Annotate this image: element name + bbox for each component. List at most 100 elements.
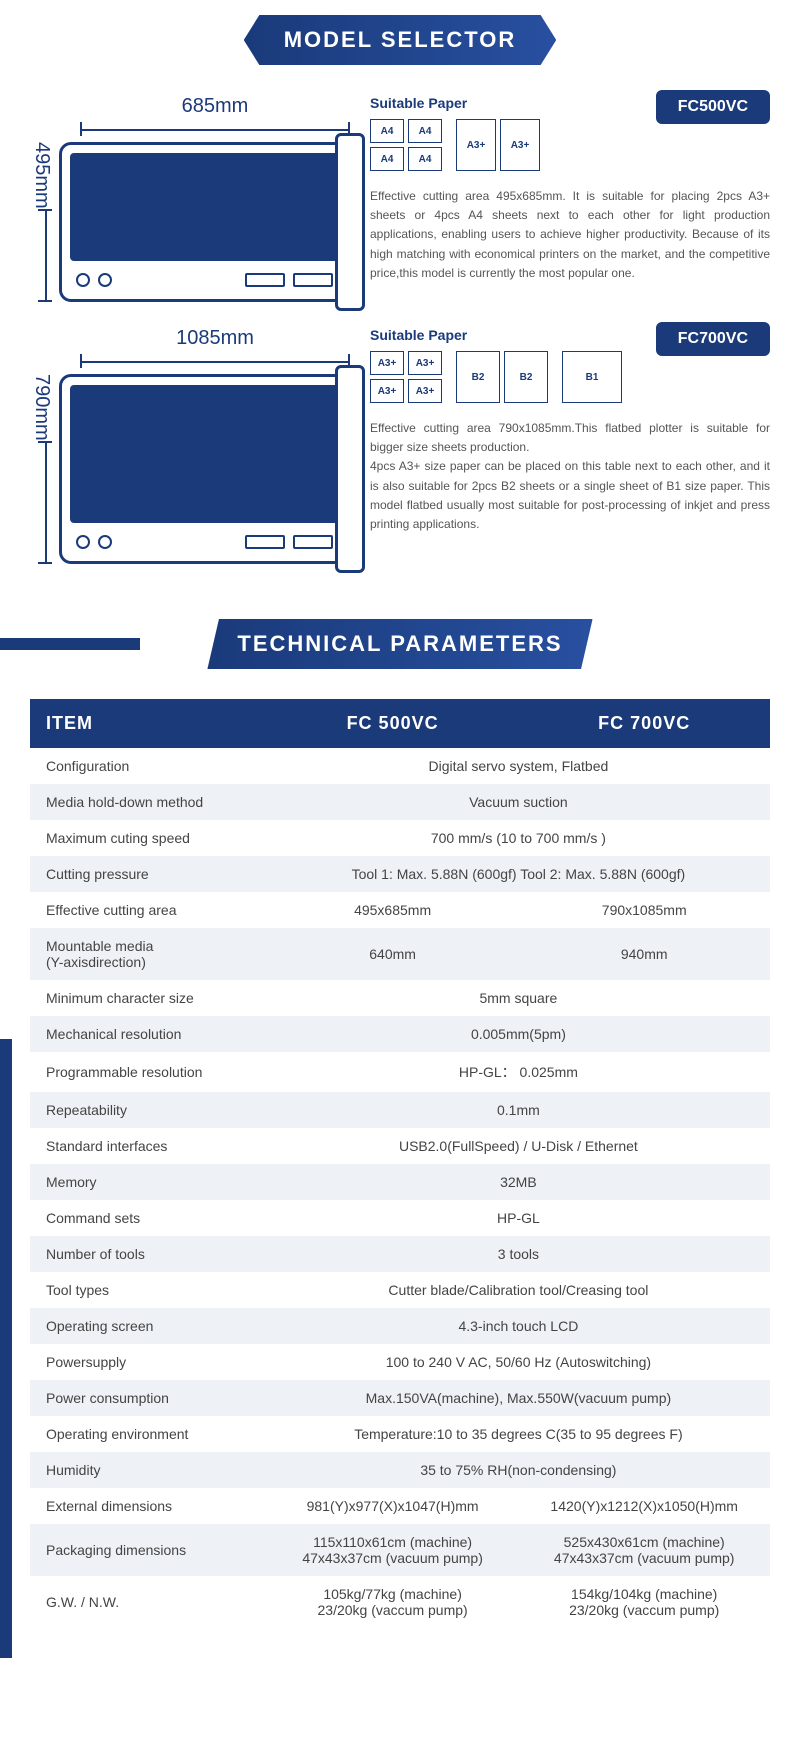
device-screen	[70, 385, 339, 523]
tech-params-banner: TECHNICAL PARAMETERS	[207, 619, 592, 669]
dim-bar-h	[80, 122, 350, 136]
spec-table: ITEM FC 500VC FC 700VC ConfigurationDigi…	[30, 699, 770, 1628]
ctrl-rect	[293, 535, 333, 549]
row-value-merged: USB2.0(FullSpeed) / U-Disk / Ethernet	[267, 1128, 770, 1164]
row-value-merged: 32MB	[267, 1164, 770, 1200]
row-value-merged: 700 mm/s (10 to 700 mm/s )	[267, 820, 770, 856]
paper-cell: A3+	[370, 351, 404, 375]
row-value-b: 790x1085mm	[518, 892, 770, 928]
paper-cell: B2	[504, 351, 548, 403]
row-label: Maximum cuting speed	[30, 820, 267, 856]
table-row: Minimum character size5mm square	[30, 980, 770, 1016]
row-value-merged: 0.005mm(5pm)	[267, 1016, 770, 1052]
paper-cell: B1	[562, 351, 622, 403]
paper-cell: A3+	[500, 119, 540, 171]
model-desc: Effective cutting area 495x685mm. It is …	[370, 187, 770, 283]
paper-cell: A3+	[408, 379, 442, 403]
row-label: Effective cutting area	[30, 892, 267, 928]
ctrl-circle	[76, 535, 90, 549]
row-value-merged: HP-GL： 0.025mm	[267, 1052, 770, 1092]
row-label: Configuration	[30, 748, 267, 784]
dim-left: 495mm	[30, 142, 53, 302]
table-row: Repeatability0.1mm	[30, 1092, 770, 1128]
table-row: Standard interfacesUSB2.0(FullSpeed) / U…	[30, 1128, 770, 1164]
row-label: Mechanical resolution	[30, 1016, 267, 1052]
row-value-merged: HP-GL	[267, 1200, 770, 1236]
th-fc500: FC 500VC	[267, 699, 519, 748]
paper-cell: B2	[456, 351, 500, 403]
paper-cell: A4	[370, 119, 404, 143]
info-col: FC500VCSuitable PaperA4A4A4A4A3+A3+Effec…	[370, 95, 770, 302]
table-row: Tool typesCutter blade/Calibration tool/…	[30, 1272, 770, 1308]
table-row: Programmable resolutionHP-GL： 0.025mm	[30, 1052, 770, 1092]
ctrl-rect	[245, 273, 285, 287]
table-row: Operating environmentTemperature:10 to 3…	[30, 1416, 770, 1452]
row-value-merged: Tool 1: Max. 5.88N (600gf) Tool 2: Max. …	[267, 856, 770, 892]
paper-cell: A3+	[456, 119, 496, 171]
row-value-merged: Max.150VA(machine), Max.550W(vacuum pump…	[267, 1380, 770, 1416]
dim-width: 1085mm	[80, 327, 350, 350]
paper-group: A3+A3+A3+A3+	[370, 351, 442, 403]
row-value-merged: 35 to 75% RH(non-condensing)	[267, 1452, 770, 1488]
dim-left: 790mm	[30, 374, 53, 564]
ctrl-rect	[293, 273, 333, 287]
paper-group: A3+A3+	[456, 119, 540, 171]
row-label: Operating screen	[30, 1308, 267, 1344]
table-wrap: ITEM FC 500VC FC 700VC ConfigurationDigi…	[0, 699, 800, 1658]
row-value-b: 154kg/104kg (machine) 23/20kg (vaccum pu…	[518, 1576, 770, 1628]
row-value-merged: Digital servo system, Flatbed	[267, 748, 770, 784]
device-screen	[70, 153, 339, 261]
row-label: Standard interfaces	[30, 1128, 267, 1164]
ctrl-circle	[76, 273, 90, 287]
table-row: Maximum cuting speed700 mm/s (10 to 700 …	[30, 820, 770, 856]
ctrl-rect	[245, 535, 285, 549]
row-value-merged: 3 tools	[267, 1236, 770, 1272]
row-value-merged: 0.1mm	[267, 1092, 770, 1128]
table-row: Packaging dimensions115x110x61cm (machin…	[30, 1524, 770, 1576]
row-label: External dimensions	[30, 1488, 267, 1524]
table-row: Number of tools3 tools	[30, 1236, 770, 1272]
paper-group: B2B2	[456, 351, 548, 403]
row-value-a: 640mm	[267, 928, 519, 980]
table-row: Power consumptionMax.150VA(machine), Max…	[30, 1380, 770, 1416]
row-label: Tool types	[30, 1272, 267, 1308]
paper-group: A4A4A4A4	[370, 119, 442, 171]
table-row: Mountable media (Y-axisdirection)640mm94…	[30, 928, 770, 980]
model-row: 1085mm790mmFC700VCSuitable PaperA3+A3+A3…	[0, 327, 800, 589]
row-value-merged: Vacuum suction	[267, 784, 770, 820]
table-row: Humidity35 to 75% RH(non-condensing)	[30, 1452, 770, 1488]
paper-cell: A4	[408, 119, 442, 143]
side-strip	[0, 1039, 12, 1658]
ctrl-circle	[98, 273, 112, 287]
row-value-merged: 5mm square	[267, 980, 770, 1016]
model-row: 685mm495mmFC500VCSuitable PaperA4A4A4A4A…	[0, 95, 800, 327]
table-row: Effective cutting area495x685mm790x1085m…	[30, 892, 770, 928]
table-row: ConfigurationDigital servo system, Flatb…	[30, 748, 770, 784]
paper-cell: A4	[370, 147, 404, 171]
row-label: Powersupply	[30, 1344, 267, 1380]
paper-groups: A3+A3+A3+A3+ B2B2 B1	[370, 351, 770, 403]
paper-cell: A4	[408, 147, 442, 171]
row-label: Humidity	[30, 1452, 267, 1488]
table-row: Cutting pressureTool 1: Max. 5.88N (600g…	[30, 856, 770, 892]
paper-group: B1	[562, 351, 622, 403]
dim-height: 495mm	[30, 142, 53, 209]
diagram-col: 685mm 495mm	[30, 95, 350, 302]
row-value-a: 495x685mm	[267, 892, 519, 928]
row-label: Number of tools	[30, 1236, 267, 1272]
row-value-b: 940mm	[518, 928, 770, 980]
ctrl-row	[70, 531, 339, 553]
diagram-col: 1085mm 790mm	[30, 327, 350, 564]
model-badge: FC700VC	[656, 322, 770, 356]
side-pillar	[335, 133, 365, 311]
row-label: Memory	[30, 1164, 267, 1200]
table-row: Mechanical resolution0.005mm(5pm)	[30, 1016, 770, 1052]
side-pillar	[335, 365, 365, 573]
row-value-b: 1420(Y)x1212(X)x1050(H)mm	[518, 1488, 770, 1524]
dim-bar-v	[38, 441, 52, 564]
ctrl-circle	[98, 535, 112, 549]
device-diagram	[59, 142, 350, 302]
table-row: Command setsHP-GL	[30, 1200, 770, 1236]
dim-width: 685mm	[80, 95, 350, 118]
row-value-b: 525x430x61cm (machine) 47x43x37cm (vacuu…	[518, 1524, 770, 1576]
